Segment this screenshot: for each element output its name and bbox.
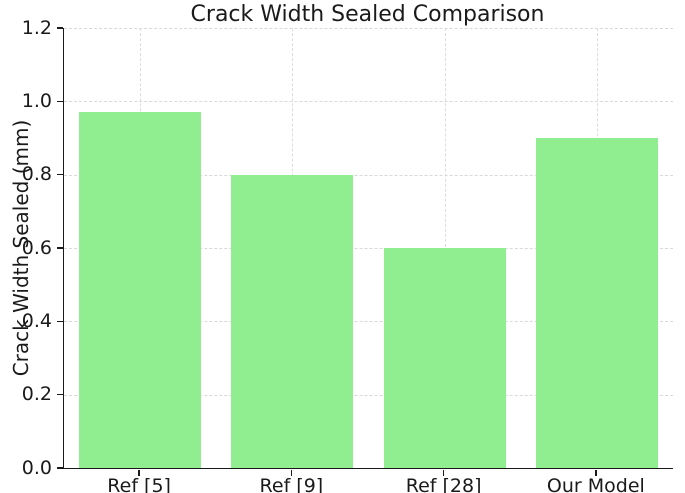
y-tick-mark: [57, 247, 63, 249]
chart-title: Crack Width Sealed Comparison: [190, 2, 545, 27]
plot-area: [63, 28, 673, 469]
y-tick-label: 1.2: [21, 16, 52, 39]
y-tick-label: 0.6: [21, 236, 52, 259]
y-tick-mark: [57, 27, 63, 29]
horizontal-gridline: [64, 101, 673, 103]
x-tick-mark: [442, 469, 445, 476]
bar-4: [535, 138, 658, 468]
horizontal-gridline: [64, 248, 673, 249]
y-tick-mark: [57, 320, 63, 323]
y-tick-mark: [57, 467, 63, 469]
x-tick-label: Ref [5]: [107, 475, 171, 493]
bar-2: [231, 174, 354, 468]
x-tick-mark: [138, 469, 140, 476]
x-tick-label: Ref [9]: [259, 475, 324, 493]
y-tick-label: 0.0: [21, 456, 52, 479]
x-tick-label: Ref [28]: [405, 475, 482, 493]
horizontal-gridline: [64, 174, 673, 176]
y-tick-label: 0.4: [21, 309, 52, 332]
y-tick-label: 1.0: [21, 89, 52, 112]
x-tick-mark: [290, 469, 293, 476]
bar-3: [383, 248, 506, 468]
y-tick-mark: [57, 100, 63, 103]
bar-1: [79, 112, 202, 468]
y-tick-label: 0.8: [21, 163, 52, 186]
x-tick-label: Our Model: [546, 475, 645, 493]
horizontal-gridline: [64, 28, 673, 29]
x-tick-mark: [595, 469, 597, 476]
y-tick-label: 0.2: [21, 383, 52, 406]
y-tick-mark: [57, 173, 63, 176]
y-tick-mark: [57, 393, 63, 396]
horizontal-gridline: [64, 394, 673, 396]
horizontal-gridline: [64, 321, 673, 323]
